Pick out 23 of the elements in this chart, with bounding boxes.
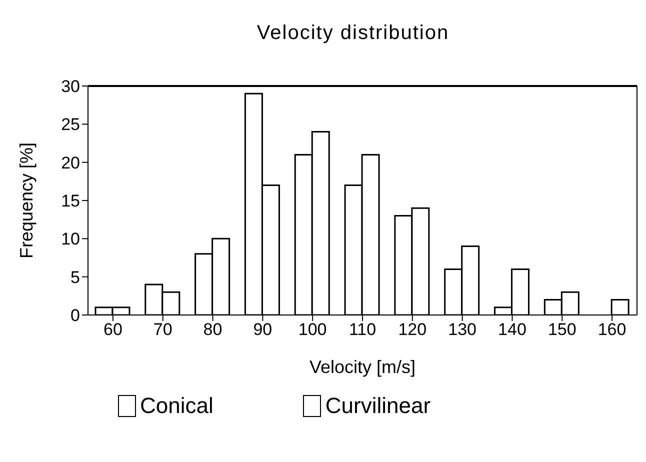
x-tick-label: 160 [598,320,626,340]
x-tick-label: 120 [398,320,427,340]
y-tick-label: 30 [61,77,80,96]
legend-label: Conical [140,393,214,419]
y-tick-label: 5 [70,268,80,287]
y-tick-label: 20 [61,153,80,172]
x-tick-label: 80 [203,320,222,340]
x-tick-label: 110 [348,320,376,340]
chart-title: Velocity distribution [256,21,450,45]
y-axis-title: Frequency [%] [16,142,36,259]
x-tick-label: 140 [498,320,526,340]
y-tick-label: 25 [61,115,80,134]
x-tick-label: 70 [153,320,172,340]
x-tick-label: 90 [253,320,272,340]
legend-label: Curvilinear [325,393,431,419]
y-tick-label: 15 [61,192,80,211]
x-axis-title: Velocity [m/s] [309,357,416,377]
y-tick-label: 0 [70,306,80,326]
x-tick-label: 100 [298,320,327,340]
x-tick-label: 130 [448,320,477,340]
y-tick-label: 10 [61,230,80,249]
x-tick-label: 150 [548,320,576,340]
x-tick-label: 60 [103,320,122,340]
